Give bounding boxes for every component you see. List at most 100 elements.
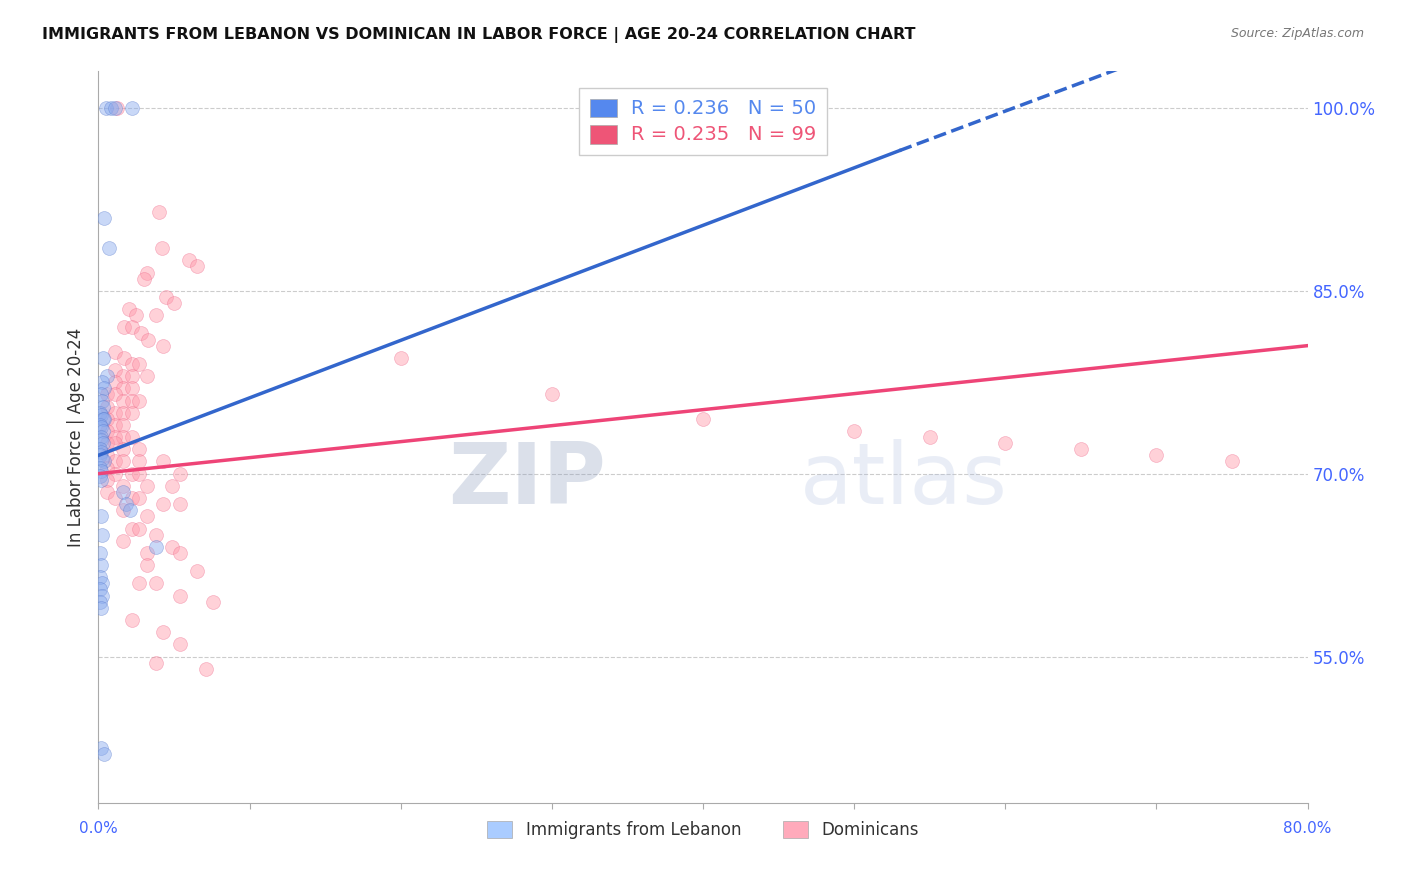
Point: [136, 333, 159, 347]
Point: [540, 387, 562, 401]
Point: [89, 460, 111, 475]
Point: [89, 582, 111, 597]
Point: [121, 430, 143, 444]
Point: [89, 469, 111, 483]
Point: [135, 265, 157, 279]
Point: [89, 449, 111, 463]
Point: [163, 296, 186, 310]
Point: [111, 381, 134, 395]
Point: [202, 594, 225, 608]
Point: [169, 589, 191, 603]
Text: Source: ZipAtlas.com: Source: ZipAtlas.com: [1230, 27, 1364, 40]
Point: [93, 747, 115, 761]
Point: [145, 540, 167, 554]
Point: [91, 412, 114, 426]
Point: [1070, 442, 1092, 457]
Text: ZIP: ZIP: [449, 440, 606, 523]
Point: [104, 454, 127, 468]
Text: atlas: atlas: [800, 440, 1008, 523]
Point: [179, 253, 201, 268]
Point: [118, 301, 141, 317]
Point: [169, 497, 191, 511]
Point: [111, 454, 134, 468]
Point: [90, 600, 112, 615]
Point: [152, 497, 174, 511]
Point: [145, 656, 167, 670]
Point: [112, 351, 135, 365]
Point: [96, 460, 118, 475]
Point: [152, 625, 174, 640]
Point: [128, 442, 150, 457]
Point: [96, 473, 118, 487]
Point: [111, 533, 134, 548]
Point: [90, 740, 112, 755]
Point: [90, 444, 112, 458]
Point: [93, 211, 115, 225]
Point: [111, 503, 134, 517]
Point: [91, 376, 114, 390]
Point: [111, 369, 134, 384]
Point: [104, 467, 127, 481]
Point: [90, 420, 112, 434]
Point: [111, 479, 134, 493]
Point: [135, 369, 157, 384]
Point: [96, 449, 118, 463]
Point: [93, 454, 115, 468]
Point: [121, 467, 143, 481]
Point: [1146, 449, 1168, 463]
Point: [93, 412, 115, 426]
Point: [186, 564, 208, 578]
Point: [121, 613, 143, 627]
Point: [111, 393, 134, 408]
Point: [111, 485, 134, 500]
Point: [104, 436, 127, 450]
Point: [104, 387, 127, 401]
Point: [112, 320, 135, 334]
Point: [98, 241, 121, 255]
Point: [121, 320, 143, 334]
Point: [89, 570, 111, 584]
Point: [89, 406, 111, 420]
Point: [91, 424, 114, 438]
Point: [104, 363, 127, 377]
Point: [91, 436, 114, 450]
Point: [692, 412, 714, 426]
Point: [96, 485, 118, 500]
Point: [90, 408, 112, 422]
Point: [91, 351, 114, 365]
Point: [104, 101, 127, 115]
Point: [111, 442, 134, 457]
Point: [90, 473, 112, 487]
Point: [90, 430, 112, 444]
Point: [111, 406, 134, 420]
Point: [89, 442, 111, 457]
Point: [169, 637, 191, 651]
Point: [93, 381, 115, 395]
Point: [148, 204, 170, 219]
Text: 0.0%: 0.0%: [79, 821, 118, 836]
Point: [121, 406, 143, 420]
Point: [128, 491, 150, 505]
Point: [128, 521, 150, 535]
Point: [96, 387, 118, 401]
Point: [90, 464, 112, 478]
Point: [120, 503, 142, 517]
Point: [89, 546, 111, 560]
Point: [1220, 454, 1243, 468]
Point: [90, 387, 112, 401]
Point: [128, 357, 150, 371]
Point: [104, 344, 127, 359]
Point: [90, 433, 112, 447]
Point: [100, 101, 122, 115]
Point: [91, 527, 114, 541]
Point: [114, 497, 136, 511]
Point: [844, 424, 866, 438]
Point: [121, 381, 143, 395]
Point: [91, 589, 114, 603]
Point: [121, 491, 143, 505]
Point: [994, 436, 1017, 450]
Point: [128, 576, 150, 591]
Point: [135, 479, 157, 493]
Point: [194, 662, 217, 676]
Point: [91, 400, 114, 414]
